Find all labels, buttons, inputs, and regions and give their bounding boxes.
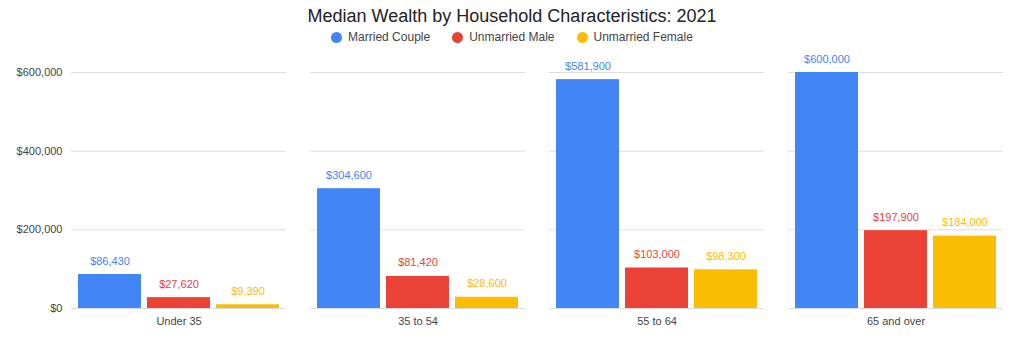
html-text:Unmarried Female: Unmarried Female xyxy=(593,30,693,44)
html-text:Unmarried Male: Unmarried Male xyxy=(469,30,555,44)
svg-text:$197,900: $197,900 xyxy=(873,211,919,223)
svg-text:$28,600: $28,600 xyxy=(467,277,507,289)
html-text:Median Wealth by Household Cha: Median Wealth by Household Characteristi… xyxy=(307,6,717,26)
svg-text:Under 35: Under 35 xyxy=(156,315,201,327)
svg-text:$86,430: $86,430 xyxy=(90,255,130,267)
svg-text:$0: $0 xyxy=(50,302,62,314)
svg-text:55 to 64: 55 to 64 xyxy=(637,315,677,327)
svg-text:$103,000: $103,000 xyxy=(634,248,680,260)
svg-text:$184,000: $184,000 xyxy=(942,216,988,228)
svg-text:$81,420: $81,420 xyxy=(398,256,438,268)
svg-text:$200,000: $200,000 xyxy=(17,223,63,235)
html-text:Married Couple: Married Couple xyxy=(348,30,431,44)
svg-text:$400,000: $400,000 xyxy=(17,145,63,157)
svg-text:$304,600: $304,600 xyxy=(326,169,372,181)
svg-text:$600,000: $600,000 xyxy=(17,66,63,78)
svg-text:$600,000: $600,000 xyxy=(804,53,850,65)
svg-text:65 and over: 65 and over xyxy=(867,315,925,327)
svg-text:$581,900: $581,900 xyxy=(565,60,611,72)
svg-text:$9,390: $9,390 xyxy=(231,285,265,297)
svg-text:$98,300: $98,300 xyxy=(706,250,746,262)
svg-text:35 to 54: 35 to 54 xyxy=(398,315,438,327)
svg-text:$27,620: $27,620 xyxy=(159,278,199,290)
